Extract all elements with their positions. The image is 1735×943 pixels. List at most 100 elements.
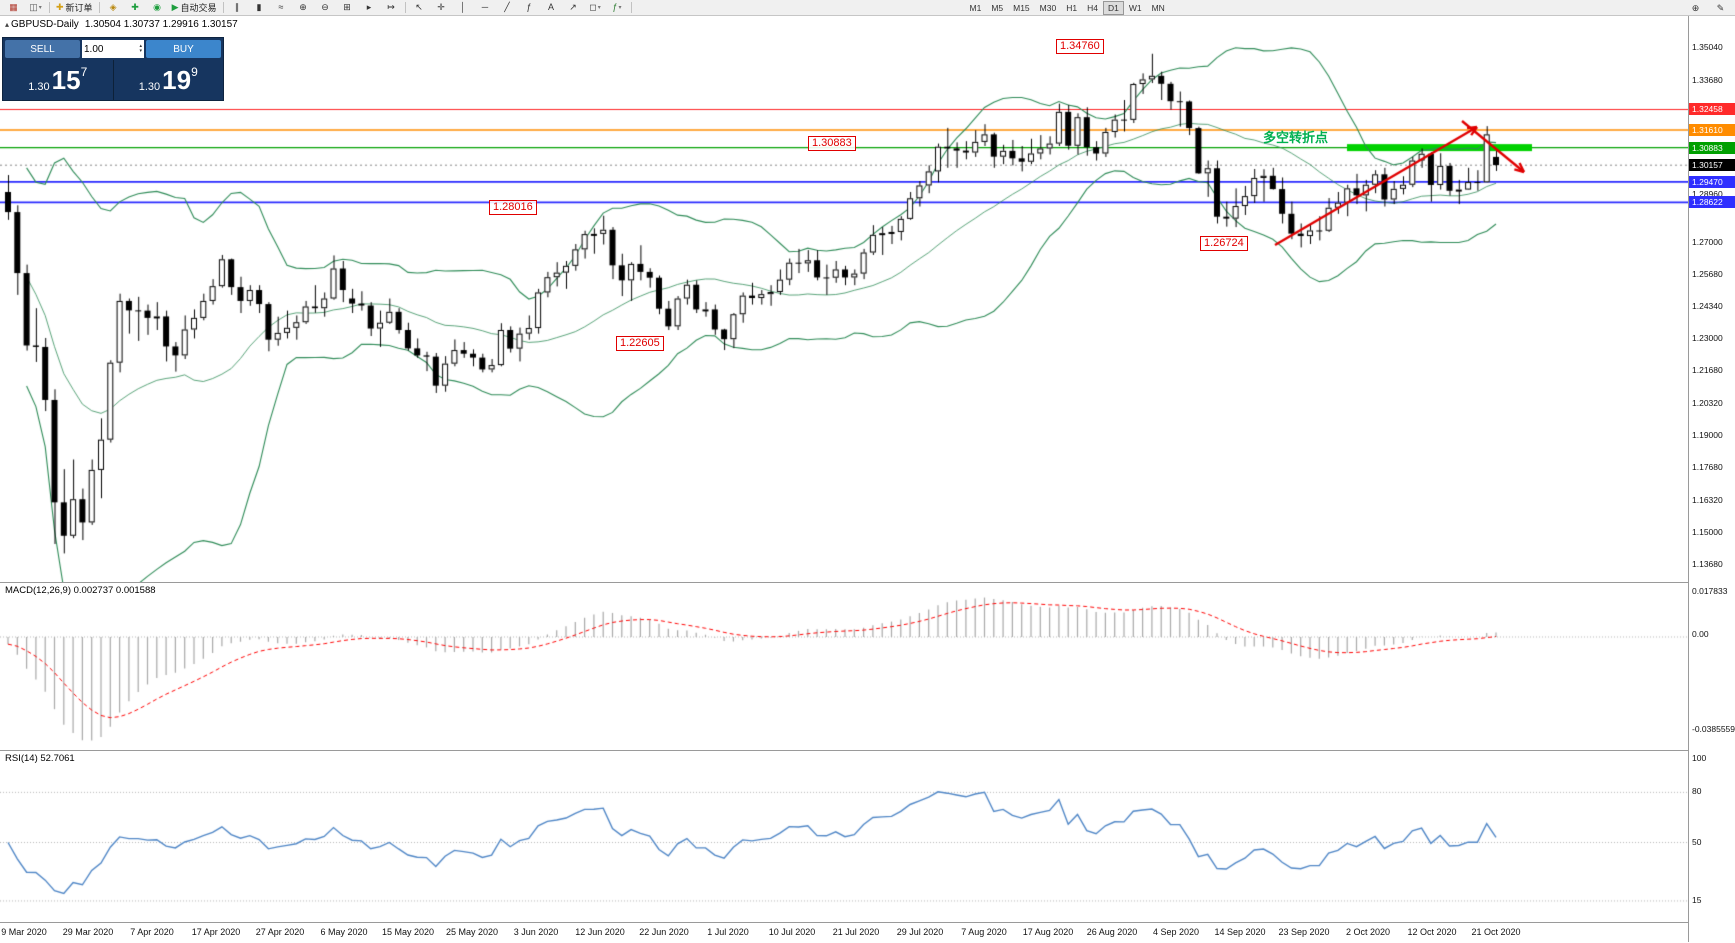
price-annotation[interactable]: 1.34760 <box>1056 39 1104 54</box>
buy-price-big: 19 <box>162 65 192 95</box>
timeframe-m1[interactable]: M1 <box>969 2 982 13</box>
price-axis-label: 1.15000 <box>1692 527 1723 538</box>
dropdown-caret-icon[interactable]: ▾ <box>38 5 42 11</box>
bar-chart-icon[interactable]: ∥ <box>227 0 248 15</box>
chart-shift-icon[interactable]: ↦ <box>381 0 402 15</box>
timeframe-group: M1 M5 M15 M30 H1 H4 D1 W1 MN <box>965 0 1170 15</box>
trendline-icon[interactable]: ╱ <box>497 0 518 15</box>
rsi-panel-canvas[interactable] <box>0 750 1688 922</box>
metaeditor-icon-glyph: ✚ <box>131 2 139 12</box>
price-annotation[interactable]: 1.30883 <box>808 136 856 151</box>
dropdown-caret-icon[interactable]: ▾ <box>618 5 622 11</box>
profiles-icon-glyph: ◫ <box>29 2 38 12</box>
macd-axis-label: -0.0385559 <box>1692 724 1735 734</box>
price-annotation[interactable]: 1.26724 <box>1200 236 1248 251</box>
dropdown-caret-icon[interactable]: ▾ <box>597 5 601 11</box>
buy-button[interactable]: BUY <box>146 40 221 58</box>
zoom-out-icon[interactable]: ⊖ <box>315 0 336 15</box>
toolbar-separator <box>98 2 100 13</box>
price-axis-label: 1.20320 <box>1692 398 1723 409</box>
autotrade-button[interactable]: ▶ 自动交易 <box>169 0 220 15</box>
price-axis-label: 1.23000 <box>1692 333 1723 344</box>
macd-panel-canvas[interactable] <box>0 582 1688 750</box>
search-icon[interactable]: ⊕ <box>1691 3 1700 13</box>
chart-symbol-period: GBPUSD-Daily <box>11 19 79 30</box>
trade-panel-price-row: 1.30 15 7 1.30 19 9 <box>3 60 223 100</box>
chart-title: ▴ GBPUSD-Daily 1.30504 1.30737 1.29916 1.3… <box>5 19 238 30</box>
candlestick-chart-icon[interactable]: ▮ <box>249 0 270 15</box>
buy-price-display[interactable]: 1.30 19 9 <box>114 60 224 100</box>
price-axis-label: 1.33680 <box>1692 74 1723 85</box>
auto-scroll-icon[interactable]: ▸ <box>359 0 380 15</box>
timeframe-m30[interactable]: M30 <box>1039 2 1057 13</box>
spinner-up-icon[interactable]: ▴ <box>139 43 142 49</box>
date-label: 10 Jul 2020 <box>768 927 816 937</box>
sell-price-big: 15 <box>51 65 81 95</box>
date-label: 9 Mar 2020 <box>1 927 47 937</box>
spinner-down-icon[interactable]: ▾ <box>139 48 142 54</box>
line-chart-icon[interactable]: ≈ <box>271 0 292 15</box>
main-chart-canvas[interactable] <box>0 16 1688 582</box>
price-level-badge: 1.29470 <box>1689 175 1735 188</box>
new-order-glyph: ✚ <box>56 2 64 12</box>
price-axis-label: 1.13680 <box>1692 559 1723 570</box>
timeframe-d1[interactable]: D1 <box>1102 0 1124 15</box>
price-axis-label: 1.17680 <box>1692 462 1723 473</box>
profiles-icon[interactable]: ◫ ▾ <box>25 0 46 15</box>
timeframe-w1[interactable]: W1 <box>1128 2 1142 13</box>
rsi-label: RSI(14) 52.7061 <box>5 753 75 764</box>
tile-windows-icon[interactable]: ⊞ <box>337 0 358 15</box>
date-label: 27 Apr 2020 <box>255 927 305 937</box>
candlestick-chart-icon-glyph: ▮ <box>256 2 262 12</box>
navigator-icon[interactable]: ◈ <box>103 0 124 15</box>
autotrade-button-label: 自动交易 <box>180 3 217 13</box>
new-chart-icon[interactable]: ▦ <box>3 0 24 15</box>
macd-label: MACD(12,26,9) 0.002737 0.001588 <box>5 585 156 596</box>
zoom-in-icon-glyph: ⊕ <box>299 2 307 12</box>
date-label: 17 Apr 2020 <box>191 927 241 937</box>
date-label: 22 Jun 2020 <box>639 927 689 937</box>
time-axis[interactable]: 9 Mar 2020 29 Mar 2020 7 Apr 2020 17 Apr 20… <box>0 922 1688 943</box>
sell-price-display[interactable]: 1.30 15 7 <box>3 60 113 100</box>
date-label: 23 Sep 2020 <box>1278 927 1330 937</box>
metaeditor-icon[interactable]: ✚ <box>125 0 146 15</box>
cursor-icon[interactable]: ↖ <box>409 0 430 15</box>
price-axis[interactable]: 1.35040 1.33680 1.28960 1.27000 1.25680 1.243… <box>1688 16 1735 942</box>
expert-advisor-icon-glyph: ◉ <box>153 2 161 12</box>
indicators-icon[interactable]: ƒ ▾ <box>607 0 628 15</box>
new-order-button[interactable]: ✚ 新订单 <box>53 0 96 15</box>
volume-spinner[interactable]: ▴ ▾ <box>139 44 142 54</box>
new-chart-icon-glyph: ▦ <box>9 2 18 12</box>
date-label: 4 Sep 2020 <box>1152 927 1200 937</box>
fibonacci-icon[interactable]: ƒ <box>519 0 540 15</box>
date-label: 7 Apr 2020 <box>130 927 174 937</box>
vertical-line-icon[interactable]: │ <box>453 0 474 15</box>
edit-icon[interactable]: ✎ <box>1716 3 1725 13</box>
date-label: 14 Sep 2020 <box>1214 927 1266 937</box>
horizontal-line-icon[interactable]: ─ <box>475 0 496 15</box>
autotrade-glyph: ▶ <box>171 2 179 12</box>
rsi-axis-label: 100 <box>1692 753 1707 763</box>
toolbar-separator <box>630 2 632 13</box>
shapes-icon[interactable]: ◻ ▾ <box>585 0 606 15</box>
timeframe-h1[interactable]: H1 <box>1066 2 1078 13</box>
volume-input[interactable]: 1.00 ▴ ▾ <box>82 40 144 58</box>
timeframe-h4[interactable]: H4 <box>1087 2 1098 13</box>
date-label: 29 Jul 2020 <box>896 927 944 937</box>
timeframe-m5[interactable]: M5 <box>991 2 1004 13</box>
navigator-icon-glyph: ◈ <box>109 2 117 12</box>
chart-symbol-icon: ▴ <box>5 20 10 29</box>
pivot-text-label[interactable]: 多空转折点 <box>1263 130 1329 145</box>
sell-button[interactable]: SELL <box>5 40 80 58</box>
expert-advisor-icon[interactable]: ◉ <box>147 0 168 15</box>
zoom-in-icon[interactable]: ⊕ <box>293 0 314 15</box>
price-annotation[interactable]: 1.28016 <box>489 200 537 215</box>
text-label-icon[interactable]: A <box>541 0 562 15</box>
timeframe-mn[interactable]: MN <box>1151 2 1165 13</box>
timeframe-m15[interactable]: M15 <box>1013 2 1030 13</box>
text-label-icon-glyph: A <box>547 2 554 12</box>
price-axis-label: 1.25680 <box>1692 268 1723 279</box>
crosshair-icon[interactable]: ✛ <box>431 0 452 15</box>
arrows-tool-icon[interactable]: ↗ <box>563 0 584 15</box>
price-annotation[interactable]: 1.22605 <box>616 336 664 351</box>
